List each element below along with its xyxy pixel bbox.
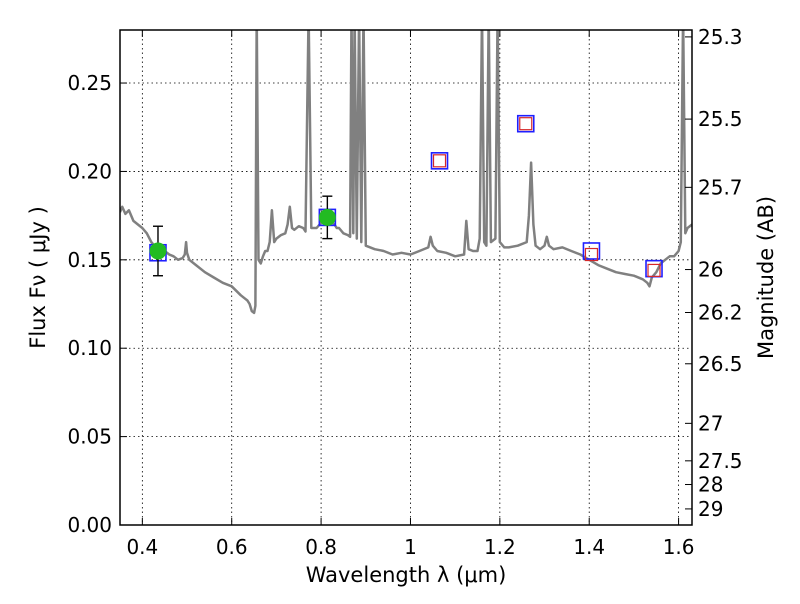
axis-ticks: 0.4 0.6 0.8 1 1.2 1.4 1.6 0.00 0.05 0.10 0.15 0.20 0… <box>67 25 742 559</box>
y-tick-label: 0.00 <box>67 513 112 537</box>
model-square-blue <box>516 114 535 133</box>
y2-tick-label: 29 <box>698 497 723 521</box>
x-tick-label: 1.4 <box>573 535 605 559</box>
model-square-red <box>432 154 447 168</box>
y-tick-label: 0.10 <box>67 336 112 360</box>
plot-frame <box>119 29 693 526</box>
y2-tick-label: 25.5 <box>698 107 743 131</box>
model-square-red <box>584 247 599 262</box>
y-tick-label: 0.20 <box>67 159 112 183</box>
plot-area <box>120 30 692 315</box>
x-tick-label: 1.2 <box>484 535 516 559</box>
y2-tick-label: 26.2 <box>698 301 743 325</box>
y2-axis-label: Magnitude (AB) <box>754 196 778 359</box>
x-tick-label: 0.8 <box>305 535 337 559</box>
model-square-red <box>519 117 533 131</box>
y-tick-label: 0.15 <box>67 248 112 272</box>
x-tick-label: 1 <box>404 535 417 559</box>
y-axis-label: Flux Fν ( μJy ) <box>26 206 50 349</box>
observed-point <box>318 208 336 226</box>
x-tick-label: 0.4 <box>126 535 158 559</box>
y2-tick-label: 25.7 <box>698 175 743 199</box>
model-square-blue <box>430 152 449 170</box>
grid-lines <box>120 30 692 526</box>
y-tick-label: 0.25 <box>67 71 112 95</box>
observed-point <box>149 242 167 260</box>
model-square-blue <box>582 242 601 260</box>
y-tick-label: 0.05 <box>67 425 112 449</box>
y2-tick-label: 27.5 <box>698 449 743 473</box>
y2-tick-label: 26.5 <box>698 352 743 376</box>
spectrum-line <box>120 30 692 315</box>
y2-tick-label: 27 <box>698 411 723 435</box>
model-square-red <box>647 263 661 278</box>
y2-tick-label: 26 <box>698 258 723 282</box>
x-tick-label: 0.6 <box>216 535 248 559</box>
y2-tick-label: 28 <box>698 473 723 497</box>
x-tick-label: 1.6 <box>663 535 695 559</box>
y2-tick-label: 25.3 <box>698 25 743 49</box>
x-axis-label: Wavelength λ (μm) <box>306 563 507 587</box>
